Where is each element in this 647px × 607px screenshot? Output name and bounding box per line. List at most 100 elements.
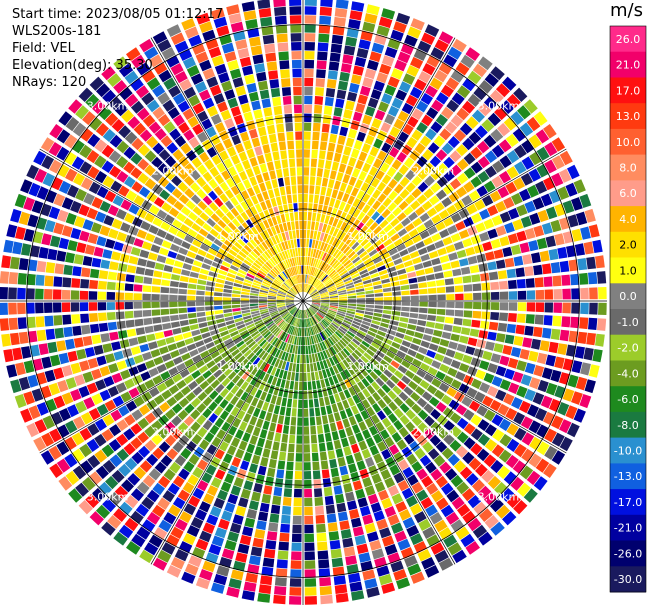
gate-cell [91, 222, 102, 234]
gate-cell [419, 295, 428, 301]
gate-cell [461, 488, 476, 502]
gate-cell [73, 172, 86, 186]
azimuth-spokes [0, 0, 607, 605]
gate-cell [126, 541, 141, 555]
gate-cell [270, 226, 277, 236]
gate-cell [439, 228, 450, 239]
gate-cell [342, 245, 351, 254]
gate-cell [285, 298, 294, 300]
gate-cell [363, 364, 372, 374]
gate-cell [183, 129, 195, 141]
gate-cell [291, 317, 296, 326]
gate-cell [477, 485, 492, 499]
gate-cell [287, 258, 292, 268]
gate-cell [405, 94, 418, 107]
gate-cell [213, 338, 223, 345]
gate-cell [98, 481, 112, 496]
gate-cell [412, 337, 422, 345]
gate-cell [230, 207, 240, 217]
gate-cell [213, 369, 223, 378]
gate-cell [503, 196, 515, 209]
gate-cell [277, 330, 284, 339]
gate-cell [101, 66, 116, 81]
gate-cell [153, 527, 168, 540]
gate-cell [400, 547, 415, 559]
gate-cell [435, 189, 447, 201]
gate-cell [290, 288, 297, 295]
gate-cell [80, 412, 93, 425]
gate-cell [329, 304, 339, 307]
gate-cell [411, 129, 423, 141]
gate-cell [288, 230, 293, 240]
gate-cell [351, 323, 360, 329]
gate-cell [152, 557, 168, 571]
gate-cell [178, 397, 190, 408]
gate-cell [136, 62, 151, 76]
gate-cell [44, 289, 53, 300]
gate-cell [360, 410, 370, 420]
gate-cell [99, 225, 111, 237]
gate-cell [278, 451, 287, 461]
gate-cell [231, 334, 241, 341]
gate-cell [174, 549, 189, 562]
gate-cell [209, 228, 219, 238]
gate-cell [310, 306, 318, 312]
gate-cell [257, 323, 266, 330]
gate-cell [127, 473, 141, 486]
gate-cell [274, 278, 282, 285]
field-label: Field: VEL [12, 41, 75, 56]
gate-cell [311, 326, 316, 335]
gate-cell [495, 333, 506, 343]
gate-cell [536, 424, 549, 438]
gate-cell [320, 321, 327, 329]
gate-cell [1, 255, 12, 269]
gate-cell [455, 293, 464, 301]
gate-cell [443, 534, 458, 548]
gate-cell [263, 219, 270, 229]
gate-cell [291, 276, 296, 285]
gate-cell [280, 442, 288, 452]
gate-cell [323, 318, 331, 325]
gate-cell [231, 294, 241, 298]
gate-cell [337, 252, 345, 261]
gate-cell [580, 287, 589, 300]
gate-cell [101, 144, 115, 158]
gate-cell [327, 326, 335, 334]
gate-cell [422, 63, 436, 76]
gate-cell [275, 318, 283, 325]
gate-cell [537, 209, 549, 223]
gate-cell [376, 410, 387, 421]
gate-cell [303, 426, 310, 435]
gate-cell [161, 353, 172, 362]
gate-cell [288, 268, 294, 277]
gate-cell [332, 476, 341, 486]
gate-cell [281, 342, 287, 351]
gate-cell [269, 422, 277, 432]
gate-cell [350, 148, 360, 159]
gate-cell [80, 177, 93, 190]
gate-cell [191, 370, 201, 379]
start-time-label: Start time: 2023/08/05 01:12:17 [12, 7, 224, 22]
gate-cell [210, 113, 222, 125]
gate-cell [57, 164, 70, 178]
gate-cell [54, 263, 64, 275]
gate-cell [566, 245, 577, 258]
gate-cell [507, 357, 519, 369]
gate-cell [458, 363, 470, 373]
gate-cell [311, 303, 321, 306]
gate-cell [349, 10, 363, 21]
gate-cell [292, 276, 297, 285]
gate-cell [206, 105, 219, 117]
gate-cell [251, 491, 261, 502]
gate-cell [124, 93, 139, 107]
gate-cell [243, 361, 252, 370]
gate-cell [429, 77, 443, 90]
gate-cell [215, 252, 225, 260]
gate-cell [351, 273, 360, 279]
gate-cell [310, 290, 318, 296]
gate-cell [533, 264, 543, 276]
gate-cell [108, 492, 123, 506]
gate-cell [208, 178, 218, 189]
gate-cell [146, 453, 159, 466]
gate-cell [436, 176, 448, 188]
